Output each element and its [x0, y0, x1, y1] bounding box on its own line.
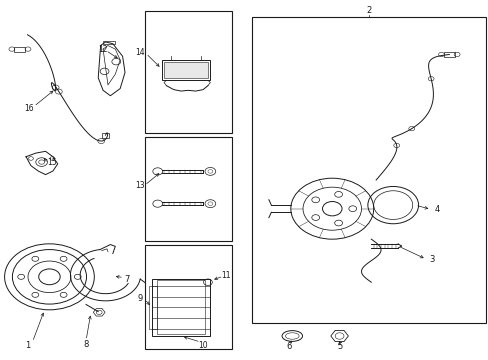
Bar: [102, 133, 109, 138]
Text: 5: 5: [336, 342, 342, 351]
Text: 10: 10: [198, 341, 207, 350]
Text: 16: 16: [24, 104, 34, 113]
Bar: [161, 60, 210, 80]
Text: 9: 9: [137, 294, 142, 303]
Bar: [103, 41, 115, 44]
Bar: [444, 52, 454, 57]
Bar: [144, 244, 232, 348]
Text: 1: 1: [25, 341, 30, 350]
Text: 14: 14: [135, 48, 144, 57]
Bar: [144, 12, 232, 134]
Text: 3: 3: [428, 255, 434, 264]
Text: 12: 12: [98, 45, 108, 54]
Text: 6: 6: [286, 342, 291, 351]
Text: 7: 7: [123, 275, 129, 284]
Bar: [144, 137, 232, 241]
Text: 11: 11: [221, 270, 230, 279]
Text: 2: 2: [366, 6, 371, 15]
Bar: [163, 62, 207, 78]
Bar: [152, 279, 210, 336]
Bar: [157, 280, 205, 334]
Bar: [251, 17, 485, 323]
Text: 15: 15: [47, 158, 57, 167]
Text: 4: 4: [434, 205, 439, 214]
Text: 13: 13: [135, 181, 144, 190]
Text: 8: 8: [83, 340, 88, 349]
Bar: [149, 286, 157, 329]
Bar: [14, 46, 25, 51]
